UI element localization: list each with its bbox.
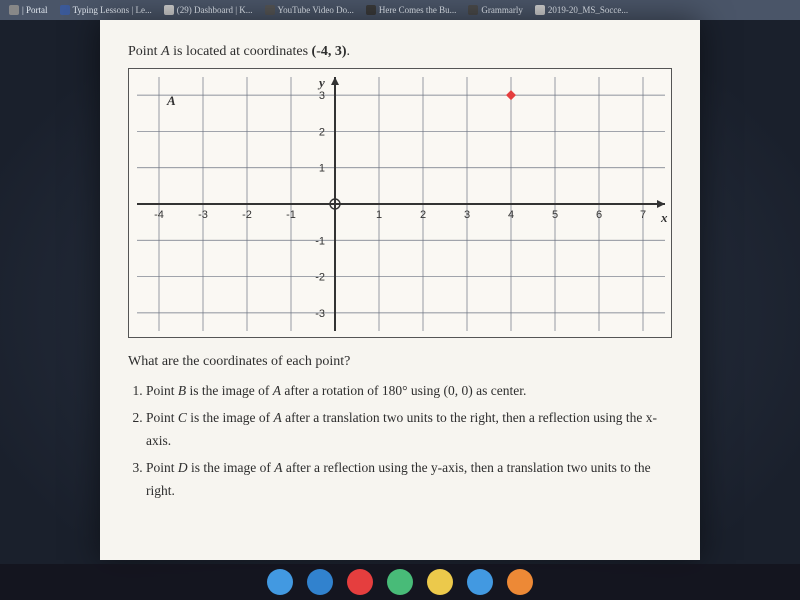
bookmark-item[interactable]: Typing Lessons | Le... [55, 5, 157, 15]
question-item: Point C is the image of A after a transl… [146, 407, 672, 453]
bookmark-item[interactable]: | Portal [4, 5, 53, 15]
taskbar-app-icon[interactable] [467, 569, 493, 595]
taskbar-app-icon[interactable] [267, 569, 293, 595]
problem-intro: Point A is located at coordinates (-4, 3… [128, 44, 672, 60]
svg-text:-2: -2 [242, 209, 252, 221]
bookmark-icon [9, 5, 19, 15]
svg-text:-1: -1 [315, 235, 325, 247]
intro-prefix: Point [128, 44, 161, 59]
intro-mid: is located at coordinates [170, 44, 312, 59]
bookmark-label: Typing Lessons | Le... [73, 5, 152, 15]
svg-text:-1: -1 [286, 209, 296, 221]
taskbar-app-icon[interactable] [507, 569, 533, 595]
coordinate-graph: -4 -3 -2 -1 1 2 3 4 5 6 7 -3 -2 -1 1 2 3 A y x [128, 68, 672, 338]
svg-text:5: 5 [552, 209, 558, 221]
point-var: A [161, 44, 170, 59]
bookmark-label: YouTube Video Do... [278, 5, 354, 15]
bookmark-icon [366, 5, 376, 15]
bookmark-label: | Portal [22, 5, 48, 15]
svg-text:2: 2 [420, 209, 426, 221]
bookmark-icon [265, 5, 275, 15]
taskbar [0, 564, 800, 600]
svg-text:2: 2 [319, 126, 325, 138]
bookmark-label: Grammarly [481, 5, 522, 15]
bookmark-item[interactable]: (29) Dashboard | K... [159, 5, 258, 15]
svg-text:4: 4 [508, 209, 514, 221]
question-item: Point D is the image of A after a reflec… [146, 457, 672, 503]
svg-text:-3: -3 [198, 209, 208, 221]
sub-question: What are the coordinates of each point? [128, 354, 672, 370]
svg-text:7: 7 [640, 209, 646, 221]
bookmark-icon [164, 5, 174, 15]
point-A-label: A [167, 93, 176, 109]
bookmark-icon [535, 5, 545, 15]
y-axis-label: y [319, 75, 325, 91]
grid-svg: -4 -3 -2 -1 1 2 3 4 5 6 7 -3 -2 -1 1 2 3 [129, 69, 673, 339]
svg-text:6: 6 [596, 209, 602, 221]
taskbar-app-icon[interactable] [307, 569, 333, 595]
bookmark-item[interactable]: Grammarly [463, 5, 527, 15]
document-panel: Point A is located at coordinates (-4, 3… [100, 20, 700, 560]
bookmarks-bar: | Portal Typing Lessons | Le... (29) Dashb… [0, 0, 800, 20]
coords: (-4, 3) [312, 44, 347, 59]
bookmark-item[interactable]: YouTube Video Do... [260, 5, 359, 15]
bookmark-label: (29) Dashboard | K... [177, 5, 253, 15]
svg-text:-2: -2 [315, 272, 325, 284]
bookmark-icon [60, 5, 70, 15]
svg-text:3: 3 [464, 209, 470, 221]
taskbar-app-icon[interactable] [347, 569, 373, 595]
taskbar-app-icon[interactable] [427, 569, 453, 595]
bookmark-label: 2019-20_MS_Socce... [548, 5, 628, 15]
svg-text:1: 1 [376, 209, 382, 221]
bookmark-item[interactable]: Here Comes the Bu... [361, 5, 461, 15]
svg-text:-4: -4 [154, 209, 164, 221]
taskbar-app-icon[interactable] [387, 569, 413, 595]
svg-text:1: 1 [319, 163, 325, 175]
question-list: Point B is the image of A after a rotati… [128, 380, 672, 503]
bookmark-label: Here Comes the Bu... [379, 5, 456, 15]
bookmark-icon [468, 5, 478, 15]
svg-text:3: 3 [319, 90, 325, 102]
bookmark-item[interactable]: 2019-20_MS_Socce... [530, 5, 633, 15]
svg-text:-3: -3 [315, 308, 325, 320]
x-axis-label: x [661, 210, 668, 226]
intro-suffix: . [347, 44, 351, 59]
question-item: Point B is the image of A after a rotati… [146, 380, 672, 403]
